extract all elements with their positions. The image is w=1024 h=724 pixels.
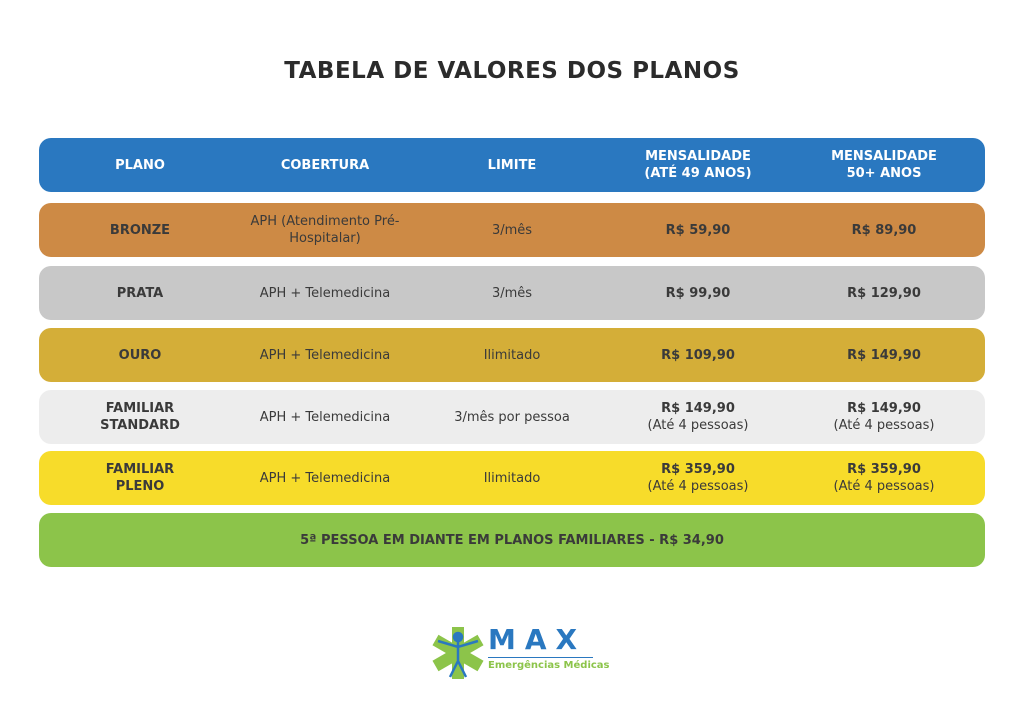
text: R$ 59,90 (665, 222, 731, 238)
plan-name: FAMILIAR STANDARD (90, 400, 190, 434)
text: R$ 359,90 (847, 462, 921, 477)
footer-note-row: 5ª PESSOA EM DIANTE EM PLANOS FAMILIARES… (39, 513, 985, 567)
price-up-to-49: R$ 99,90 (608, 285, 788, 302)
plan-limit: Ilimitado (422, 470, 602, 487)
text: R$ 149,90 (847, 347, 921, 363)
label: MENSALIDADE (645, 149, 751, 164)
header-mensalidade-49: MENSALIDADE (ATÉ 49 ANOS) (608, 148, 788, 182)
logo-tagline: Emergências Médicas (488, 660, 610, 671)
note: (Até 4 pessoas) (647, 418, 749, 433)
text: APH + Telemedicina (259, 409, 391, 425)
price-50-plus: R$ 129,90 (794, 285, 974, 302)
logo-divider (488, 657, 593, 658)
price-up-to-49: R$ 359,90 (Até 4 pessoas) (608, 461, 788, 495)
price-50-plus: R$ 359,90 (Até 4 pessoas) (794, 461, 974, 495)
plan-coverage: APH + Telemedicina (230, 409, 420, 426)
plan-row: PRATA APH + Telemedicina 3/mês R$ 99,90 R$ 1… (39, 266, 985, 320)
text: APH + Telemedicina (259, 470, 391, 486)
max-logo: MAX Emergências Médicas (430, 623, 610, 685)
text: PRATA (116, 285, 164, 301)
header-cobertura: COBERTURA (280, 157, 370, 173)
text: Ilimitado (483, 347, 541, 363)
plan-coverage: APH + Telemedicina (230, 347, 420, 364)
note: (Até 4 pessoas) (647, 479, 749, 494)
plan-name: OURO (55, 347, 225, 364)
plan-limit: 3/mês (422, 285, 602, 302)
text: 3/mês por pessoa (454, 409, 570, 425)
text: APH (Atendimento Pré-Hospitalar) (250, 214, 400, 246)
text: OURO (118, 347, 162, 363)
plan-row: FAMILIAR PLENO APH + Telemedicina Ilimitad… (39, 451, 985, 505)
text: R$ 109,90 (661, 347, 735, 363)
text: FAMILIAR PLENO (105, 462, 175, 494)
header-mensalidade-50: MENSALIDADE 50+ ANOS (794, 148, 974, 182)
header-plano: PLANO (115, 157, 165, 173)
plan-coverage: APH + Telemedicina (230, 470, 420, 487)
table-header: PLANO COBERTURA LIMITE MENSALIDADE (ATÉ 4… (39, 138, 985, 192)
plan-row: OURO APH + Telemedicina Ilimitado R$ 109,90… (39, 328, 985, 382)
price-50-plus: R$ 149,90 (794, 347, 974, 364)
price-up-to-49: R$ 109,90 (608, 347, 788, 364)
text: 3/mês (491, 285, 533, 301)
footer-note: 5ª PESSOA EM DIANTE EM PLANOS FAMILIARES… (300, 532, 724, 548)
plan-coverage: APH + Telemedicina (230, 285, 420, 302)
logo-text: MAX (488, 623, 587, 656)
plan-row: BRONZE APH (Atendimento Pré-Hospitalar) 3/… (39, 203, 985, 257)
text: APH + Telemedicina (259, 347, 391, 363)
text: FAMILIAR STANDARD (100, 401, 180, 433)
header-limite: LIMITE (487, 157, 537, 173)
text: 3/mês (491, 222, 533, 238)
page-title: TABELA DE VALORES DOS PLANOS (284, 58, 740, 84)
plan-name: BRONZE (55, 222, 225, 239)
label: 50+ ANOS (846, 166, 922, 181)
plan-limit: 3/mês por pessoa (422, 409, 602, 426)
note: (Até 4 pessoas) (833, 418, 935, 433)
price-up-to-49: R$ 149,90 (Até 4 pessoas) (608, 400, 788, 434)
text: R$ 149,90 (661, 401, 735, 416)
text: BRONZE (109, 222, 171, 238)
text: R$ 149,90 (847, 401, 921, 416)
price-50-plus: R$ 149,90 (Até 4 pessoas) (794, 400, 974, 434)
label: (ATÉ 49 ANOS) (644, 166, 752, 181)
note: (Até 4 pessoas) (833, 479, 935, 494)
text: R$ 99,90 (665, 285, 731, 301)
plan-name: PRATA (55, 285, 225, 302)
plan-row: FAMILIAR STANDARD APH + Telemedicina 3/mês… (39, 390, 985, 444)
plan-limit: 3/mês (422, 222, 602, 239)
plan-name: FAMILIAR PLENO (90, 461, 190, 495)
text: Ilimitado (483, 470, 541, 486)
star-of-life-icon (432, 627, 484, 679)
text: APH + Telemedicina (259, 285, 391, 301)
plan-coverage: APH (Atendimento Pré-Hospitalar) (240, 213, 410, 247)
price-50-plus: R$ 89,90 (794, 222, 974, 239)
text: R$ 359,90 (661, 462, 735, 477)
label: MENSALIDADE (831, 149, 937, 164)
text: R$ 89,90 (851, 222, 917, 238)
plan-limit: Ilimitado (422, 347, 602, 364)
text: R$ 129,90 (847, 285, 921, 301)
price-up-to-49: R$ 59,90 (608, 222, 788, 239)
